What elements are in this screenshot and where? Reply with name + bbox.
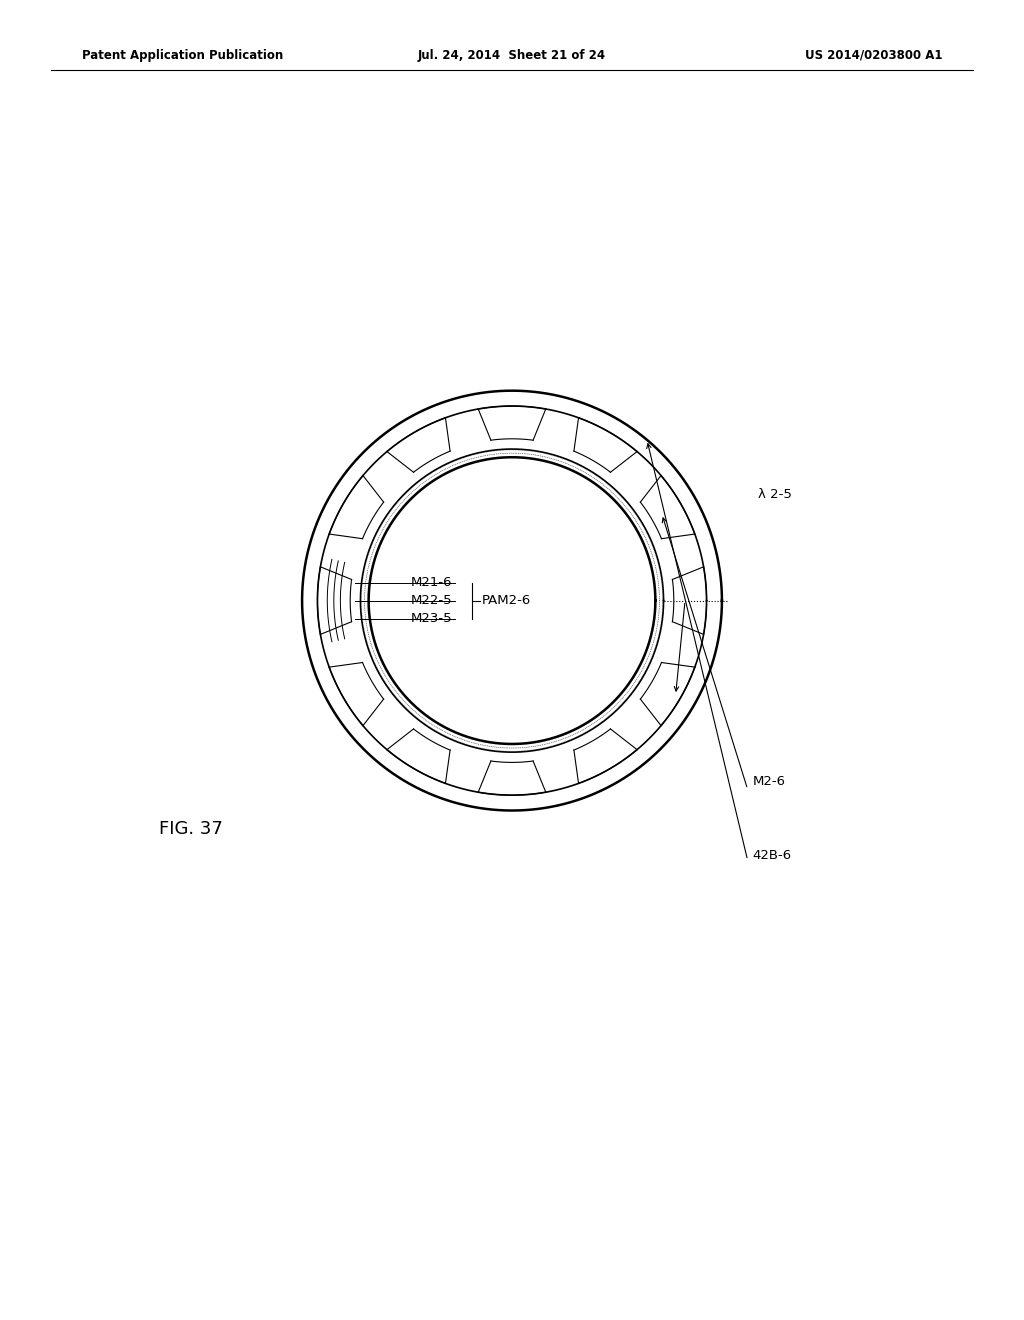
Text: M22-5: M22-5 bbox=[411, 594, 452, 607]
Text: M23-5: M23-5 bbox=[411, 612, 452, 626]
Text: M2-6: M2-6 bbox=[753, 775, 785, 788]
Text: Patent Application Publication: Patent Application Publication bbox=[82, 49, 284, 62]
Text: λ 2-5: λ 2-5 bbox=[758, 488, 792, 502]
Text: M21-6: M21-6 bbox=[411, 576, 452, 589]
Text: PAM2-6: PAM2-6 bbox=[482, 594, 531, 607]
Text: 42B-6: 42B-6 bbox=[753, 849, 792, 862]
Text: US 2014/0203800 A1: US 2014/0203800 A1 bbox=[805, 49, 942, 62]
Text: Jul. 24, 2014  Sheet 21 of 24: Jul. 24, 2014 Sheet 21 of 24 bbox=[418, 49, 606, 62]
Text: FIG. 37: FIG. 37 bbox=[159, 820, 222, 838]
